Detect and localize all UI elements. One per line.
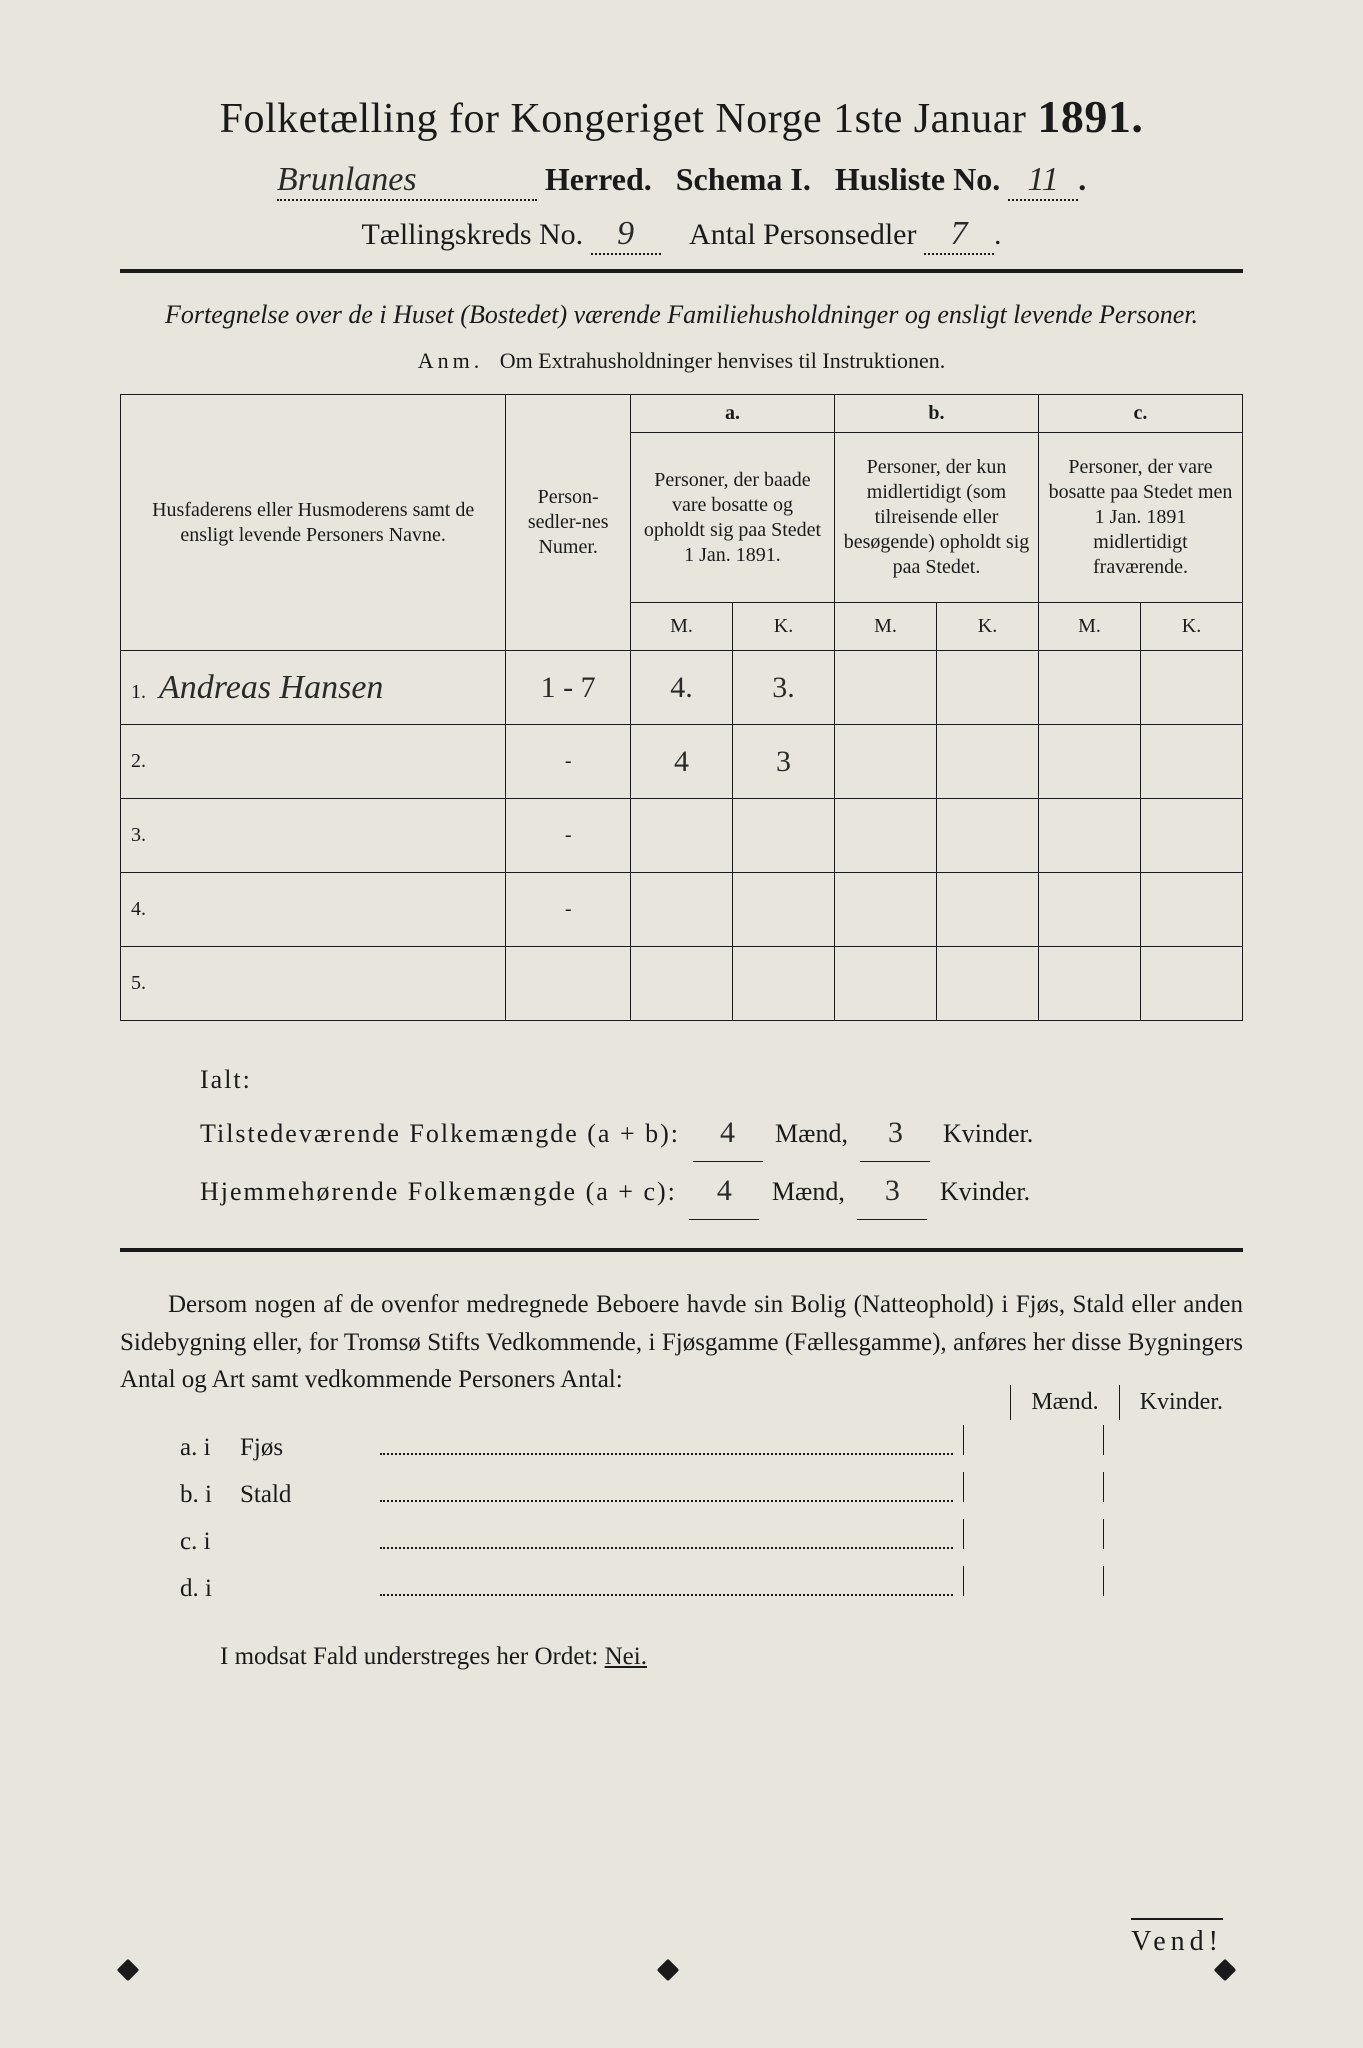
table-row: 1.Andreas Hansen 1 - 7 4. 3. <box>121 651 1243 725</box>
table-row: 3. - <box>121 799 1243 873</box>
anm-line: Anm. Om Extrahusholdninger henvises til … <box>120 348 1243 374</box>
col-b-label: b. <box>834 395 1038 433</box>
totals-line-2: Hjemmehørende Folkemængde (a + c): 4 Mæn… <box>200 1162 1243 1220</box>
kreds-label: Tællingskreds No. <box>362 218 584 251</box>
totals-block: Ialt: Tilstedeværende Folkemængde (a + b… <box>200 1055 1243 1220</box>
nei-word: Nei. <box>605 1643 647 1670</box>
herred-value: Brunlanes <box>277 161 417 198</box>
antal-label: Antal Personsedler <box>689 218 916 251</box>
census-table: Husfaderens eller Husmoderens samt de en… <box>120 394 1243 1021</box>
antal-value: 7 <box>950 215 967 252</box>
husliste-value: 11 <box>1027 161 1058 198</box>
col-c-text: Personer, der vare bosatte paa Stedet me… <box>1038 433 1242 603</box>
col-c-k: K. <box>1140 603 1242 651</box>
kreds-value: 9 <box>617 215 634 252</box>
herred-label: Herred. <box>545 161 652 197</box>
dwelling-mk-header: Mænd. Kvinder. <box>1010 1385 1243 1420</box>
dotted-line <box>380 1571 953 1596</box>
col-a-label: a. <box>630 395 834 433</box>
totals-line-1: Tilstedeværende Folkemængde (a + b): 4 M… <box>200 1104 1243 1162</box>
dotted-line <box>380 1477 953 1502</box>
header-line-2: Brunlanes Herred. Schema I. Husliste No.… <box>120 161 1243 201</box>
punch-mark <box>117 1959 140 1982</box>
punch-mark <box>657 1959 680 1982</box>
punch-mark <box>1214 1959 1237 1982</box>
col-a-m: M. <box>630 603 732 651</box>
table-row: 2. - 4 3 <box>121 725 1243 799</box>
header-line-3: Tællingskreds No. 9 Antal Personsedler 7… <box>120 215 1243 255</box>
mid-rule <box>120 1248 1243 1252</box>
anm-label: Anm. <box>418 348 484 373</box>
dotted-line <box>380 1430 953 1455</box>
col-numer-header: Person-sedler-nes Numer. <box>506 395 631 651</box>
table-row: 4. - <box>121 873 1243 947</box>
title-prefix: Folketælling for Kongeriget Norge 1ste J… <box>220 96 1027 142</box>
dwelling-row: d. i <box>180 1566 1243 1603</box>
header-rule <box>120 269 1243 273</box>
title-year: 1891. <box>1037 91 1143 142</box>
nei-line: I modsat Fald understreges her Ordet: Ne… <box>220 1643 1243 1671</box>
dwelling-paragraph: Dersom nogen af de ovenfor medregnede Be… <box>120 1286 1243 1399</box>
col-c-label: c. <box>1038 395 1242 433</box>
dwelling-row: b. i Stald <box>180 1472 1243 1509</box>
col-b-m: M. <box>834 603 936 651</box>
table-row: 5. <box>121 947 1243 1021</box>
dwelling-block: Mænd. Kvinder. a. i Fjøs b. i Stald c. i… <box>180 1425 1243 1603</box>
col-b-text: Personer, der kun midlertidigt (som tilr… <box>834 433 1038 603</box>
col-b-k: K. <box>936 603 1038 651</box>
vend-label: Vend! <box>1131 1918 1223 1958</box>
husliste-label: Husliste No. <box>835 161 1000 197</box>
person-name: Andreas Hansen <box>159 669 383 706</box>
schema-label: Schema I. <box>676 161 811 197</box>
anm-text: Om Extrahusholdninger henvises til Instr… <box>500 348 945 373</box>
dwelling-row: c. i <box>180 1519 1243 1556</box>
col-c-m: M. <box>1038 603 1140 651</box>
col-names-header: Husfaderens eller Husmoderens samt de en… <box>121 395 506 651</box>
subtitle: Fortegnelse over de i Huset (Bostedet) v… <box>120 297 1243 332</box>
col-a-k: K. <box>732 603 834 651</box>
ialt-label: Ialt: <box>200 1055 1243 1104</box>
dwelling-row: a. i Fjøs <box>180 1425 1243 1462</box>
col-a-text: Personer, der baade vare bosatte og opho… <box>630 433 834 603</box>
dotted-line <box>380 1524 953 1549</box>
page-title: Folketælling for Kongeriget Norge 1ste J… <box>120 90 1243 143</box>
